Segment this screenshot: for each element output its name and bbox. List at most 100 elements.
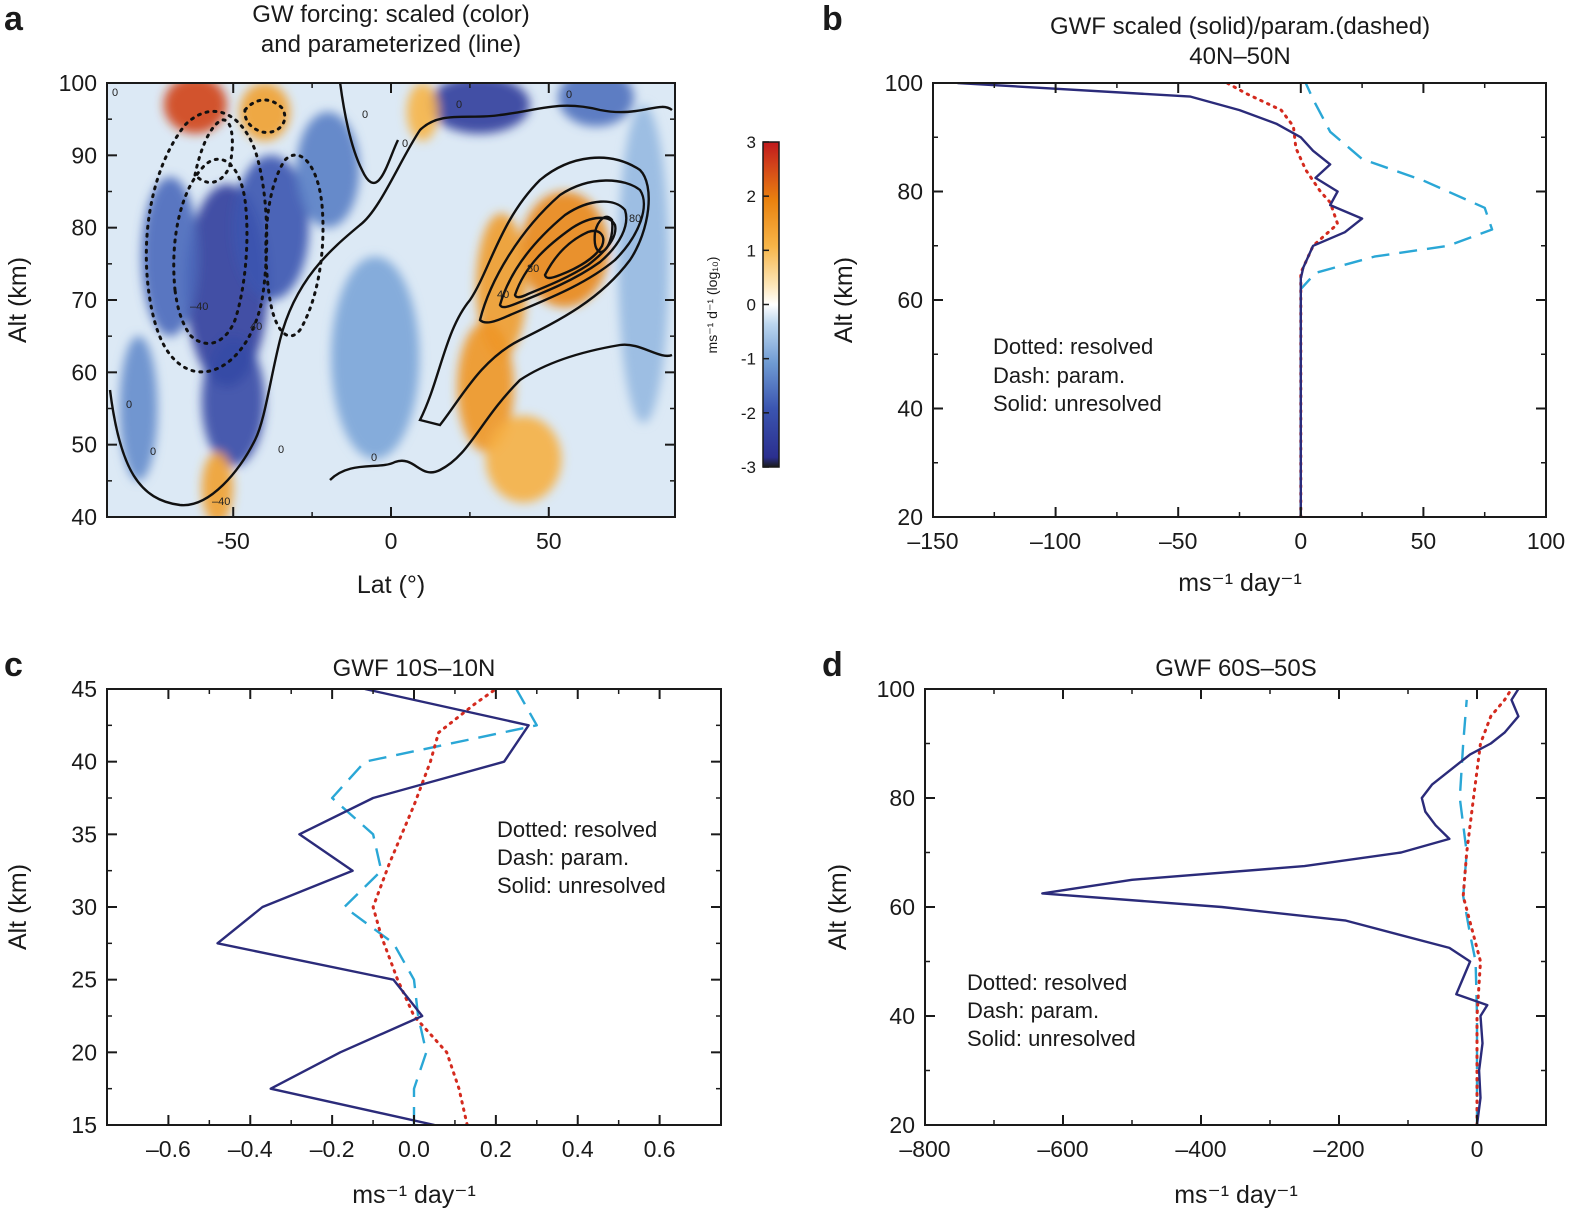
contour-forty-line — [498, 200, 628, 309]
panel-c-series — [216, 689, 538, 1125]
colorbar-tick-label: 2 — [747, 187, 756, 206]
panel-b-frame — [932, 82, 1547, 518]
heatmap-cell — [485, 415, 562, 503]
panel-a-ytick-label: 50 — [71, 432, 97, 458]
panel-c-line-dotted — [371, 689, 498, 1125]
panel-d-xtick-label: –600 — [1037, 1136, 1088, 1162]
heatmap-cell — [558, 83, 634, 127]
contour-label: 80 — [527, 263, 539, 275]
panel-a-ytick-label: 60 — [71, 359, 97, 385]
contour-label: 0 — [150, 446, 156, 458]
panel-c-legend-dash: Dash: param. — [497, 845, 629, 870]
contour-negative-forty-line — [144, 109, 269, 374]
panel-c-ytick-label: 40 — [71, 749, 97, 775]
contour-label: 80 — [629, 213, 641, 225]
panel-a-ylabel: Alt (km) — [4, 257, 32, 343]
panel-a-xtick-label: 50 — [536, 528, 562, 554]
panel-c-xtick-label: –0.4 — [228, 1136, 273, 1162]
panel-d-legend-dotted: Dotted: resolved — [967, 970, 1127, 995]
panel-a-xlabel: Lat (°) — [357, 571, 425, 599]
panel-c-legend-dotted: Dotted: resolved — [497, 817, 657, 842]
contour-label: 0 — [456, 99, 462, 111]
heatmap-cell — [406, 83, 439, 141]
colorbar-label: ms⁻¹ d⁻¹ (log₁₀) — [704, 257, 720, 354]
panel-d-title: GWF 60S–50S — [1155, 655, 1316, 682]
contour-negative-forty-line — [243, 98, 287, 134]
panel-c-frame — [106, 688, 722, 1126]
colorbar-ticks: -3 -2 -1 0 1 2 3 — [741, 133, 769, 477]
panel-b-xtick-label: 50 — [1411, 528, 1437, 554]
heatmap-cell — [296, 111, 360, 228]
panel-d-series — [1041, 689, 1520, 1125]
heatmap-cell — [141, 177, 199, 337]
contour-zero-line — [108, 104, 673, 507]
heatmap-cell — [233, 155, 309, 300]
panel-d-ytick-label: 100 — [877, 676, 915, 702]
panel-b-legend-dash: Dash: param. — [993, 363, 1125, 388]
contour-label: 40 — [250, 321, 262, 333]
contour-label: 40 — [497, 289, 509, 301]
panel-c-ylabel: Alt (km) — [4, 864, 32, 950]
panel-b-xtick-label: 100 — [1527, 528, 1565, 554]
panel-b: GWF scaled (solid)/param.(dashed) 40N–50… — [830, 13, 1565, 597]
panel-d-line-dotted — [1461, 689, 1513, 1125]
contour-labels: 0 0 0 0 0 0 0 0 0 –40 –40 40 40 80 80 — [112, 87, 641, 508]
panel-b-axes: –150 –100 –50 0 50 100 20 40 60 80 100 — [885, 70, 1566, 554]
panel-a-ytick-label: 90 — [71, 142, 97, 168]
panel-b-series — [957, 83, 1494, 517]
panel-a-ytick-label: 70 — [71, 287, 97, 313]
panel-c-ytick-label: 25 — [71, 967, 97, 993]
panel-c-line-dashed — [330, 689, 538, 1125]
panel-letter-b: b — [822, 0, 843, 38]
heatmap-cell — [239, 83, 291, 141]
panel-d: GWF 60S–50S –800 –600 –400 –200 0 20 40 60 80 100… — [824, 655, 1547, 1209]
panel-d-ytick-label: 20 — [889, 1112, 915, 1138]
panel-d-frame — [924, 688, 1547, 1126]
panel-b-ytick-label: 60 — [897, 287, 923, 313]
panel-c-ytick-label: 30 — [71, 894, 97, 920]
panel-b-line-dashed — [1299, 83, 1494, 517]
parameterized-contours — [108, 83, 673, 507]
contour-zero-line — [338, 83, 400, 185]
heatmap-cell — [201, 336, 265, 467]
panel-d-xtick-label: 0 — [1471, 1136, 1484, 1162]
contour-forty-line — [478, 179, 645, 324]
panel-c: GWF 10S–10N –0.6 –0.4 –0.2 0.0 0.2 0.4 0.6 15 20… — [4, 655, 722, 1209]
colorbar-tick-label: -1 — [741, 350, 756, 369]
contour-label: 0 — [362, 109, 368, 121]
panel-b-ytick-label: 20 — [897, 504, 923, 530]
panel-letter-d: d — [822, 646, 843, 684]
contour-zero-line — [329, 343, 673, 481]
panel-b-xtick-label: –50 — [1159, 528, 1197, 554]
panel-c-title: GWF 10S–10N — [333, 655, 496, 682]
panel-c-xtick-label: 0.6 — [644, 1136, 676, 1162]
heatmap-cell — [331, 256, 420, 460]
panel-b-xtick-label: –150 — [907, 528, 958, 554]
panel-a-axes: -50 0 50 40 50 60 70 80 90 100 — [59, 70, 675, 554]
panel-c-xtick-label: –0.6 — [146, 1136, 191, 1162]
contour-label: 0 — [402, 138, 408, 150]
panel-d-xtick-label: –400 — [1175, 1136, 1226, 1162]
panel-d-line-solid — [1041, 689, 1520, 1125]
colorbar-tick-label: -2 — [741, 404, 756, 423]
panel-d-xtick-label: –800 — [899, 1136, 950, 1162]
colorbar-tick-label: -3 — [741, 458, 756, 477]
panel-c-ytick-label: 35 — [71, 821, 97, 847]
contour-label: 0 — [371, 452, 377, 464]
panel-c-ytick-label: 45 — [71, 676, 97, 702]
negative-contours — [144, 98, 325, 374]
panel-b-legend-dotted: Dotted: resolved — [993, 334, 1153, 359]
panel-d-xtick-label: –200 — [1313, 1136, 1364, 1162]
panel-a-title-line-2: and parameterized (line) — [261, 31, 521, 58]
panel-b-xtick-label: 0 — [1294, 528, 1307, 554]
contour-negative-forty-line — [172, 157, 249, 345]
contour-label: –40 — [212, 496, 230, 508]
panel-c-xtick-label: 0.0 — [398, 1136, 430, 1162]
heatmap-cell — [201, 451, 234, 517]
panel-b-xtick-label: –100 — [1030, 528, 1081, 554]
panel-a-xtick-label: 0 — [385, 528, 398, 554]
panel-c-legend-solid: Solid: unresolved — [497, 873, 666, 898]
panel-b-xlabel: ms⁻¹ day⁻¹ — [1178, 569, 1302, 597]
panel-d-line-dashed — [1458, 699, 1479, 1125]
panel-b-ylabel: Alt (km) — [830, 257, 858, 343]
